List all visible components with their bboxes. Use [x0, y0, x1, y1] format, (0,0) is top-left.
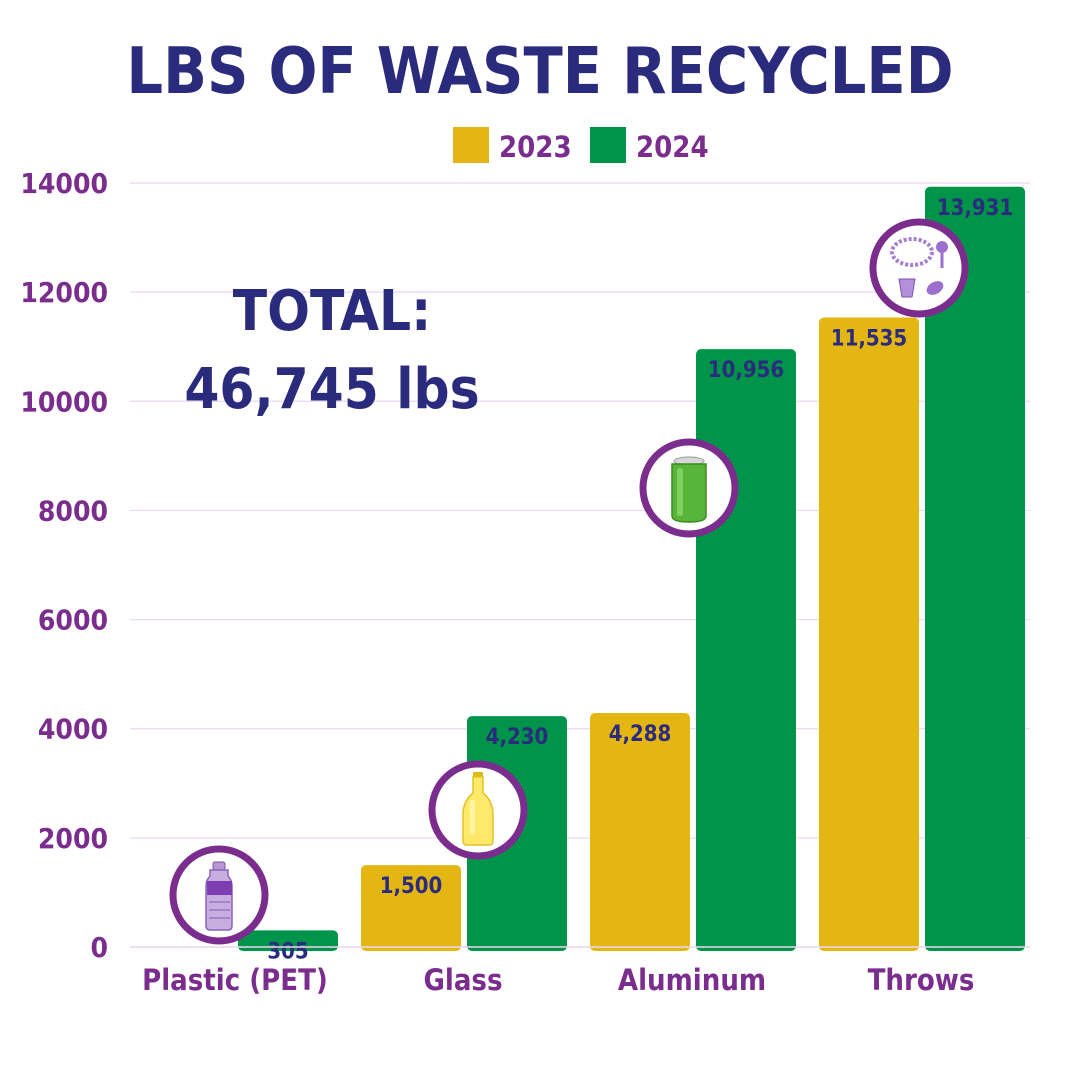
bar-2024-2	[696, 349, 796, 951]
x-category-label: Throws	[868, 963, 975, 997]
data-label: 13,931	[937, 196, 1013, 221]
total-value: 46,745 lbs	[184, 357, 479, 422]
legend-swatch-2024	[590, 127, 626, 163]
x-category-label: Plastic (PET)	[142, 963, 328, 997]
data-label: 4,288	[609, 722, 672, 747]
y-axis: 0 2000 4000 6000 8000 10000 12000 14000	[20, 167, 108, 964]
legend: 2023 2024	[453, 127, 709, 164]
y-tick-label: 14000	[20, 167, 108, 200]
bar-2023-1	[361, 865, 461, 951]
data-label: 4,230	[486, 725, 549, 750]
bar-2024-3	[925, 186, 1025, 951]
legend-label-2024: 2024	[636, 130, 709, 164]
x-axis: Plastic (PET) Glass Aluminum Throws	[142, 963, 974, 997]
category-icons	[169, 218, 969, 945]
total-annotation: TOTAL: 46,745 lbs	[184, 279, 479, 422]
y-tick-label: 12000	[20, 276, 108, 309]
y-tick-label: 8000	[38, 494, 108, 527]
y-tick-label: 2000	[38, 822, 108, 855]
legend-swatch-2023	[453, 127, 489, 163]
chart-title: LBS OF WASTE RECYCLED	[126, 35, 953, 109]
data-label: 305	[267, 939, 308, 964]
bar-2023-3	[819, 317, 919, 952]
bar-2023-2	[590, 712, 690, 951]
data-label: 11,535	[831, 327, 907, 352]
data-label: 1,500	[380, 874, 443, 899]
data-label: 10,956	[708, 358, 784, 383]
glass-bottle-icon	[428, 760, 528, 860]
mardi-gras-throws-icon	[869, 218, 969, 318]
x-category-label: Aluminum	[618, 963, 766, 997]
legend-label-2023: 2023	[499, 130, 572, 164]
gridlines	[130, 182, 1030, 948]
y-tick-label: 4000	[38, 713, 108, 746]
y-tick-label: 6000	[38, 604, 108, 637]
bar-2024-0	[238, 930, 338, 951]
total-label: TOTAL:	[233, 279, 431, 344]
y-tick-label: 0	[90, 931, 108, 964]
water-bottle-icon	[169, 845, 269, 945]
aluminum-can-icon	[639, 438, 739, 538]
y-tick-label: 10000	[20, 385, 108, 418]
x-category-label: Glass	[423, 963, 502, 997]
